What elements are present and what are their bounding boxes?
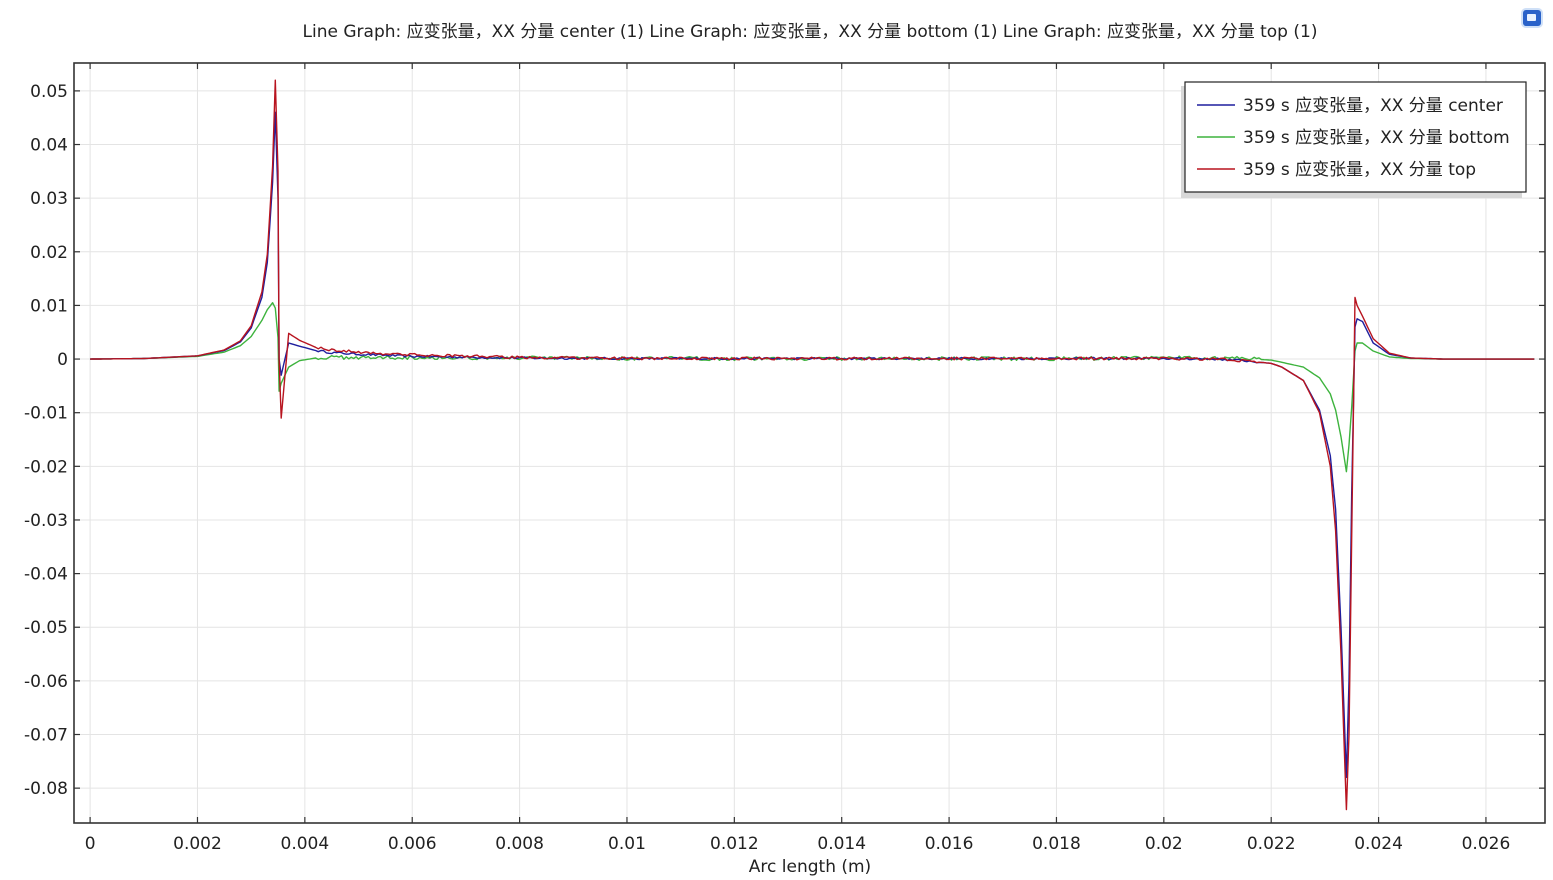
x-tick-label: 0: [85, 834, 96, 854]
series-line-1: [90, 302, 1535, 473]
legend-label: 359 s 应变张量，XX 分量 center: [1243, 96, 1503, 116]
x-tick-label: 0.004: [281, 834, 330, 854]
legend-label: 359 s 应变张量，XX 分量 bottom: [1243, 128, 1510, 148]
x-tick-label: 0.018: [1032, 834, 1081, 854]
x-tick-label: 0.026: [1462, 834, 1511, 854]
series-line-0: [90, 111, 1535, 779]
x-tick-label: 0.008: [495, 834, 544, 854]
x-tick-label: 0.016: [925, 834, 974, 854]
x-axis-label: Arc length (m): [749, 857, 871, 877]
x-tick-label: 0.012: [710, 834, 759, 854]
chart-title: Line Graph: 应变张量，XX 分量 center (1) Line G…: [302, 22, 1318, 42]
y-tick-label: -0.07: [24, 726, 68, 746]
window-icon[interactable]: [1523, 10, 1541, 26]
x-tick-label: 0.002: [173, 834, 222, 854]
legend-label: 359 s 应变张量，XX 分量 top: [1243, 160, 1476, 180]
plot-frame: [73, 62, 1546, 824]
x-tick-label: 0.014: [817, 834, 866, 854]
x-tick-label: 0.022: [1247, 834, 1296, 854]
y-tick-label: -0.05: [24, 618, 68, 638]
y-tick-label: 0.02: [30, 243, 68, 263]
x-tick-label: 0.01: [608, 834, 646, 854]
y-tick-label: -0.01: [24, 404, 68, 424]
y-tick-label: 0.04: [30, 136, 68, 156]
series-line-2: [90, 79, 1535, 811]
y-tick-label: -0.08: [24, 779, 68, 799]
y-tick-label: -0.04: [24, 565, 68, 585]
x-tick-label: 0.024: [1354, 834, 1403, 854]
y-tick-label: -0.03: [24, 511, 68, 531]
y-tick-label: -0.06: [24, 672, 68, 692]
x-tick-label: 0.006: [388, 834, 437, 854]
legend-box: [1184, 81, 1527, 193]
y-tick-label: -0.02: [24, 457, 68, 477]
y-tick-label: 0.03: [30, 189, 68, 209]
y-tick-label: 0.05: [30, 82, 68, 102]
axis-ticks: 0 0.002 0.004 0.006 0.008 0.01 0.012 0.014 0.016…: [24, 63, 1545, 854]
y-tick-label: 0.01: [30, 296, 68, 316]
series-lines: [90, 79, 1535, 811]
legend: 359 s 应变张量，XX 分量 center 359 s 应变张量，XX 分量 …: [1181, 81, 1527, 198]
x-tick-label: 0.02: [1145, 834, 1183, 854]
y-tick-label: 0: [57, 350, 68, 370]
